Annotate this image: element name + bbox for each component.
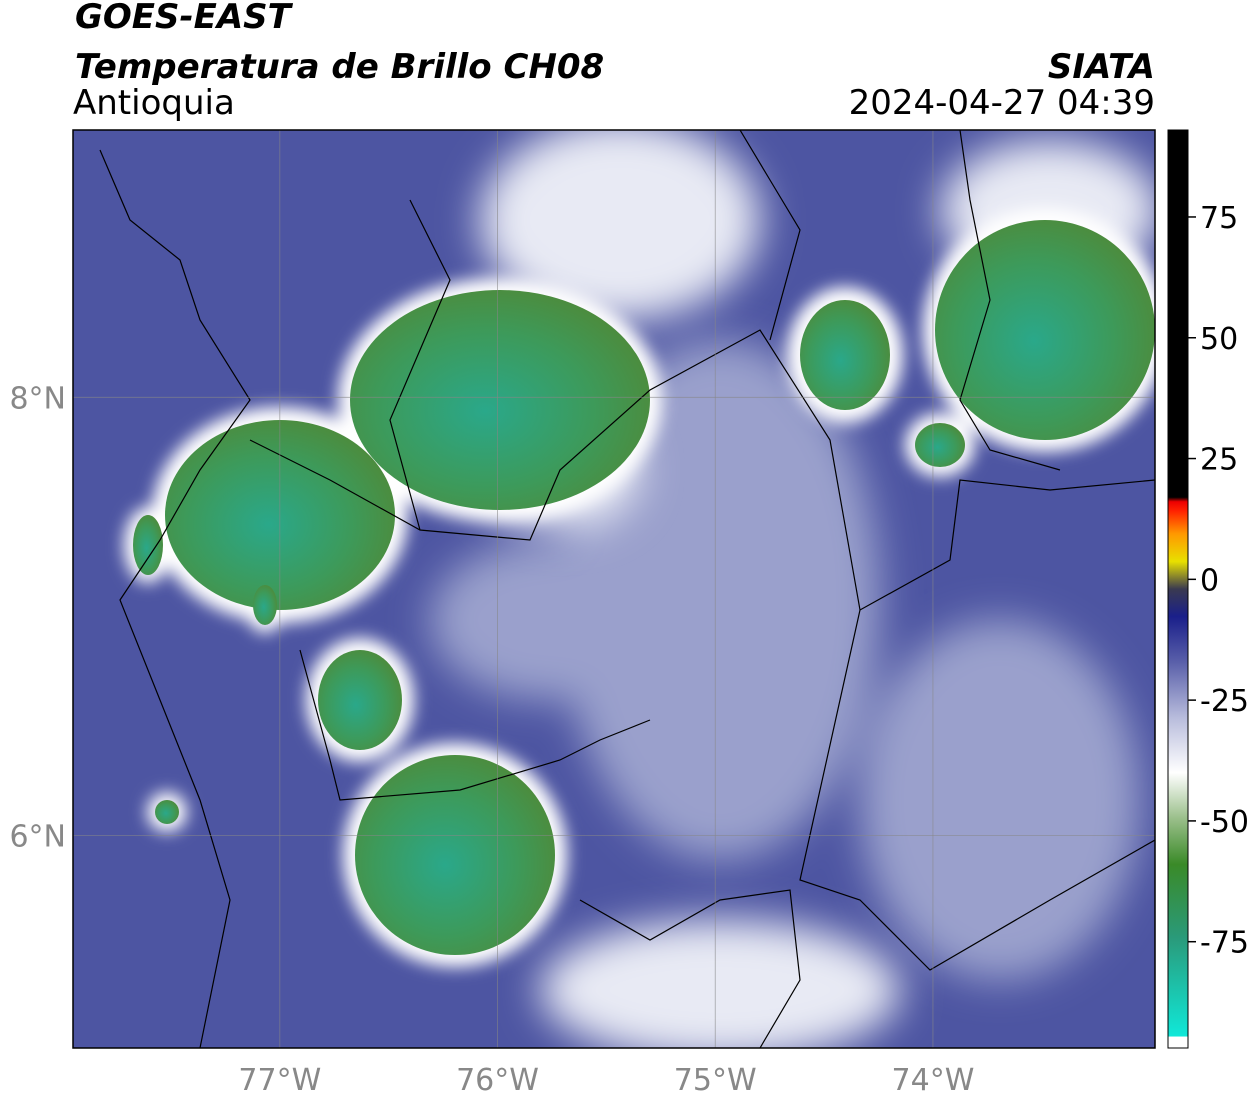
title: GOES-EAST [75,0,294,37]
datetime: 2024-04-27 04:39 [849,83,1155,123]
region: Antioquia [73,83,235,123]
y-tick-label: 8°N [9,381,66,416]
y-tick-label: 6°N [9,819,66,854]
source: SIATA [1048,47,1155,87]
x-tick-label: 74°W [892,1063,975,1098]
map-frame [72,129,1156,1049]
colorbar-tick-label: 50 [1200,322,1238,357]
colorbar-tick-label: -25 [1200,684,1249,719]
graticule [73,130,1155,1048]
x-tick-label: 76°W [456,1063,539,1098]
colorbar-tick-label: 0 [1200,563,1219,598]
colorbar-tick-label: -75 [1200,926,1249,961]
x-tick-label: 75°W [674,1063,757,1098]
x-tick-label: 77°W [238,1063,321,1098]
subtitle: Temperatura de Brillo CH08 [75,47,604,87]
map-field [73,130,1155,1048]
colorbar-tick-label: 75 [1200,201,1238,236]
colorbar [1167,129,1189,1049]
colorbar-tick-label: 25 [1200,443,1238,478]
colorbar-tick-label: -50 [1200,805,1249,840]
